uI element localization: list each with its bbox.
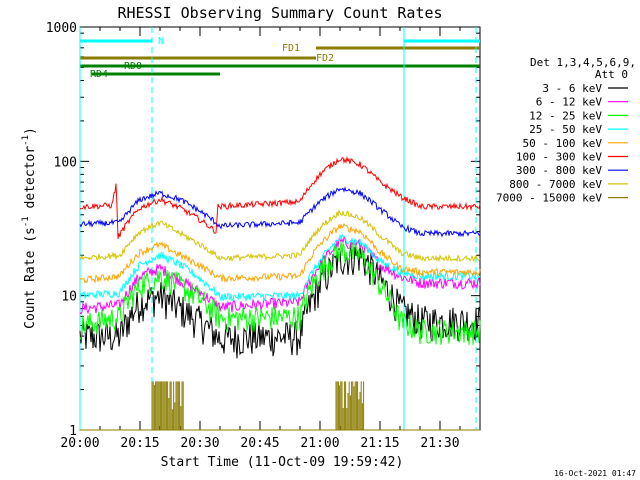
series-line [79, 208, 481, 263]
series-lines [79, 155, 481, 431]
legend-entry-label: 800 - 7000 keV [509, 178, 602, 191]
series-line [79, 186, 481, 238]
x-tick-label: 20:15 [120, 436, 159, 451]
series-line [79, 222, 481, 284]
y-tick-label: 10 [61, 290, 77, 305]
y-axis-label: Count Rate (s-1 detector-1) [21, 127, 38, 329]
y-axis-label-end: ) [23, 127, 38, 135]
flag-label-rd0: RD0 [124, 61, 142, 72]
x-tick-label: 20:00 [60, 436, 99, 451]
x-tick-label: 20:30 [180, 436, 219, 451]
legend-entry-label: 12 - 25 keV [529, 109, 602, 122]
legend-entry-label: 6 - 12 keV [536, 96, 603, 109]
marker-lines [79, 27, 477, 430]
plot-frame [79, 26, 481, 431]
flag-bars: N FD1 FD2 RD0 RD4 [80, 36, 480, 80]
series-line [79, 243, 481, 359]
legend-entry-label: 25 - 50 keV [529, 123, 602, 136]
y-tick-label: 1000 [46, 21, 77, 36]
x-axis: 20:00 20:15 20:30 20:45 21:00 21:15 21:30 [60, 27, 481, 451]
flag-label-rd4: RD4 [90, 69, 108, 80]
legend-entry-label: 7000 - 15000 keV [496, 192, 602, 205]
x-tick-label: 21:15 [360, 436, 399, 451]
series-line [79, 241, 481, 345]
x-axis-label: Start Time (11-Oct-09 19:59:42) [161, 455, 404, 470]
series-line [79, 155, 481, 239]
y-axis-label-main: Count Rate (s [23, 227, 38, 329]
legend-entry-label: 3 - 6 keV [542, 82, 602, 95]
flag-label-n: N [158, 36, 164, 47]
x-tick-label: 21:30 [420, 436, 459, 451]
y-axis-label-sup2: -1 [21, 135, 31, 146]
y-axis-label-sup1: -1 [21, 216, 31, 227]
x-tick-label: 20:45 [240, 436, 279, 451]
legend-entry-label: 300 - 800 keV [516, 164, 602, 177]
y-axis-label-mid: detector [23, 146, 38, 217]
flag-label-fd1: FD1 [282, 43, 300, 54]
x-tick-label: 21:00 [300, 436, 339, 451]
legend-header-line1: Det 1,3,4,5,6,9, [530, 56, 636, 69]
y-tick-label: 100 [54, 155, 77, 170]
legend-entry-label: 50 - 100 keV [523, 137, 603, 150]
flag-label-fd2: FD2 [316, 53, 334, 64]
chart-title: RHESSI Observing Summary Count Rates [117, 4, 442, 22]
timestamp: 16-Oct-2021 01:47 [554, 469, 636, 478]
y-axis: 1 10 100 1000 [46, 21, 480, 439]
legend-entry-label: 100 - 300 keV [516, 151, 602, 164]
y-tick-label: 1 [69, 424, 77, 439]
legend-header-line2: Att 0 [595, 68, 628, 81]
series-line [79, 234, 481, 302]
